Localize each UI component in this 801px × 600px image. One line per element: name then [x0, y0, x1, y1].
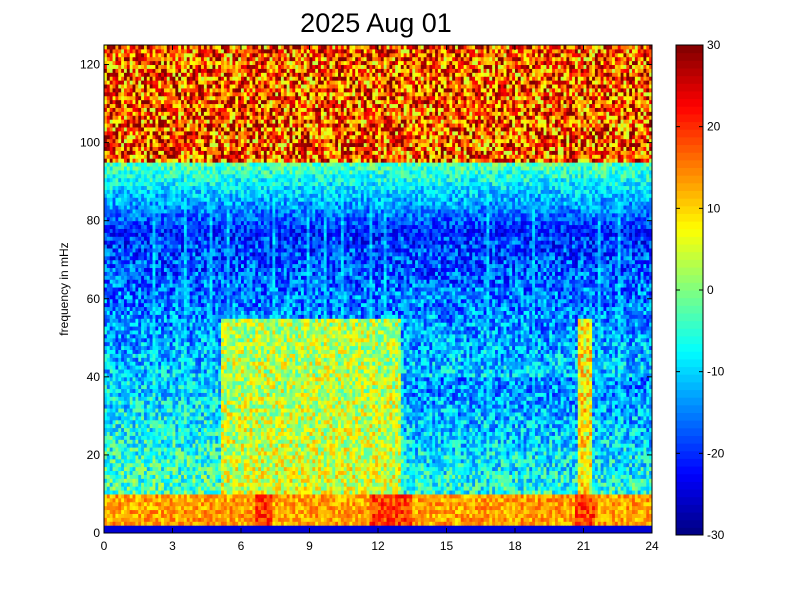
x-tick-label: 3 — [169, 539, 176, 553]
colorbar-segment — [676, 290, 703, 299]
colorbar-segment — [676, 251, 703, 260]
y-tick-label: 80 — [87, 214, 101, 228]
chart-title: 2025 Aug 01 — [300, 8, 452, 38]
colorbar-segment — [676, 412, 703, 421]
colorbar-segment — [676, 305, 703, 314]
colorbar-segment — [676, 504, 703, 513]
colorbar-segment — [676, 389, 703, 398]
colorbar-segment — [676, 351, 703, 360]
colorbar-segment — [676, 175, 703, 184]
colorbar-segment — [676, 75, 703, 84]
colorbar-segment — [676, 320, 703, 329]
colorbar-segment — [676, 527, 703, 536]
colorbar-segment — [676, 98, 703, 107]
colorbar-tick-label: 30 — [707, 38, 721, 52]
colorbar-segment — [676, 397, 703, 406]
y-axis: 0 20 40 60 80 100 120 — [80, 58, 652, 540]
x-tick-label: 24 — [645, 539, 659, 553]
colorbar-tick-label: 20 — [707, 120, 721, 134]
colorbar-segment — [676, 236, 703, 245]
colorbar-segment — [676, 450, 703, 459]
colorbar-segment — [676, 113, 703, 123]
colorbar-segment — [676, 90, 703, 100]
colorbar-segment — [676, 274, 703, 283]
colorbar-segment — [676, 144, 703, 153]
x-axis: 0 3 6 9 12 15 18 21 24 — [101, 45, 659, 553]
colorbar-segment — [676, 404, 703, 413]
colorbar-segment — [676, 60, 703, 69]
colorbar-segment — [676, 244, 703, 253]
colorbar-segment — [676, 213, 703, 222]
colorbar-segment — [676, 228, 703, 237]
colorbar-segment — [676, 267, 703, 276]
y-tick-label: 40 — [87, 370, 101, 384]
y-tick-label: 120 — [80, 58, 100, 72]
colorbar-segment — [676, 282, 703, 291]
colorbar-segment — [676, 152, 703, 161]
colorbar-segment — [676, 381, 703, 391]
colorbar — [676, 45, 703, 536]
x-tick-label: 21 — [577, 539, 591, 553]
colorbar-segment — [676, 83, 703, 92]
colorbar-segment — [676, 182, 703, 191]
colorbar-segment — [676, 129, 703, 138]
colorbar-segment — [676, 297, 703, 306]
colorbar-segment — [676, 259, 703, 268]
colorbar-tick-label: -10 — [707, 365, 725, 379]
colorbar-segment — [676, 343, 703, 352]
colorbar-axis: -30 -20 -10 0 10 20 30 — [676, 38, 725, 542]
x-tick-label: 15 — [440, 539, 454, 553]
colorbar-segment — [676, 205, 703, 214]
colorbar-segment — [676, 489, 703, 498]
x-tick-label: 9 — [306, 539, 313, 553]
colorbar-segment — [676, 136, 703, 146]
colorbar-segment — [676, 198, 703, 207]
colorbar-segment — [676, 52, 703, 61]
colorbar-segment — [676, 374, 703, 383]
y-tick-label: 100 — [80, 136, 100, 150]
colorbar-segment — [676, 45, 703, 54]
colorbar-segment — [676, 328, 703, 337]
colorbar-segment — [676, 121, 703, 130]
colorbar-segment — [676, 335, 703, 345]
colorbar-segment — [676, 358, 703, 368]
colorbar-segment — [676, 67, 703, 77]
colorbar-tick-label: 10 — [707, 201, 721, 215]
colorbar-tick-label: 0 — [707, 283, 714, 297]
colorbar-segment — [676, 481, 703, 490]
colorbar-segment — [676, 312, 703, 322]
y-tick-label: 0 — [93, 526, 100, 540]
heatmap-plot-area — [104, 45, 653, 534]
colorbar-segment — [676, 427, 703, 436]
colorbar-segment — [676, 443, 703, 452]
colorbar-segment — [676, 106, 703, 115]
colorbar-segment — [676, 458, 703, 467]
x-tick-label: 0 — [101, 539, 108, 553]
x-tick-label: 6 — [238, 539, 245, 553]
colorbar-segment — [676, 167, 703, 176]
colorbar-segment — [676, 512, 703, 521]
x-tick-label: 18 — [508, 539, 522, 553]
colorbar-segment — [676, 519, 703, 528]
y-axis-label: frequency in mHz — [57, 242, 71, 335]
colorbar-segment — [676, 473, 703, 482]
colorbar-segment — [676, 496, 703, 505]
colorbar-segment — [676, 221, 703, 230]
y-tick-label: 60 — [87, 292, 101, 306]
colorbar-segment — [676, 159, 703, 168]
colorbar-tick-label: -20 — [707, 446, 725, 460]
colorbar-segment — [676, 466, 703, 475]
x-tick-label: 12 — [371, 539, 385, 553]
colorbar-segment — [676, 435, 703, 444]
colorbar-segment — [676, 420, 703, 429]
colorbar-segment — [676, 190, 703, 199]
colorbar-segment — [676, 366, 703, 375]
colorbar-tick-label: -30 — [707, 528, 725, 542]
y-tick-label: 20 — [87, 448, 101, 462]
